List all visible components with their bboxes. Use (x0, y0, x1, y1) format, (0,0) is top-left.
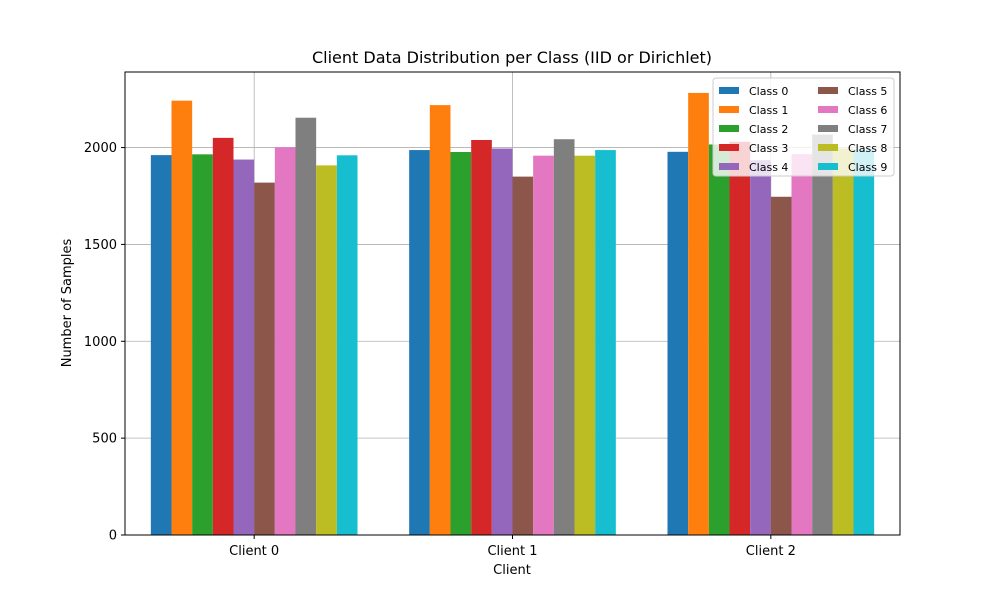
bar-class-4-2 (750, 160, 771, 535)
legend-swatch (818, 144, 838, 151)
x-tick-label: Client 0 (229, 544, 279, 559)
legend-swatch (719, 163, 739, 170)
bar-class-7-1 (553, 139, 575, 536)
bar-class-6-1 (533, 155, 554, 535)
bar-class-7-2 (812, 134, 833, 535)
bar-class-8-2 (832, 148, 854, 535)
bar-class-2-2 (708, 144, 730, 536)
legend-label: Class 0 (749, 85, 788, 98)
legend-label: Class 7 (848, 123, 887, 136)
y-axis-label: Number of Samples (60, 239, 75, 368)
x-tick-label: Client 1 (487, 544, 537, 559)
bar-class-3-0 (212, 137, 234, 536)
bar-class-5-1 (512, 176, 534, 535)
bar-class-3-2 (729, 141, 751, 535)
legend-swatch (719, 144, 739, 151)
bar-class-0-1 (409, 150, 430, 535)
bar-class-9-1 (595, 150, 616, 535)
x-axis-label: Client (493, 563, 531, 578)
bar-class-6-0 (274, 147, 296, 535)
legend-swatch (818, 106, 838, 113)
legend-label: Class 4 (749, 161, 788, 174)
bar-class-8-0 (316, 165, 337, 536)
bar-class-6-2 (791, 154, 813, 535)
legend-label: Class 9 (848, 161, 887, 174)
legend-swatch (818, 87, 838, 94)
legend-label: Class 2 (749, 123, 788, 136)
bar-class-7-0 (295, 117, 317, 536)
bar-class-3-1 (471, 139, 492, 535)
bar-class-8-1 (574, 155, 596, 535)
legend-swatch (818, 163, 838, 170)
bars-layer (150, 92, 875, 536)
bar-class-5-2 (770, 196, 792, 535)
bar-class-4-1 (491, 148, 513, 535)
bar-class-2-0 (192, 154, 213, 535)
bar-class-9-2 (853, 149, 875, 535)
legend-swatch (719, 125, 739, 132)
bar-class-0-2 (667, 151, 689, 536)
bar-class-1-1 (429, 105, 451, 536)
x-tick-label: Client 2 (746, 544, 796, 559)
bar-class-5-0 (254, 182, 275, 535)
bar-class-1-2 (688, 92, 709, 535)
legend-label: Class 6 (848, 104, 887, 117)
y-tick-label: 1000 (84, 335, 117, 350)
y-tick-label: 1500 (84, 238, 117, 253)
legend-swatch (719, 106, 739, 113)
bar-class-2-1 (450, 152, 472, 536)
bar-class-4-0 (233, 159, 255, 536)
legend-label: Class 5 (848, 85, 887, 98)
y-tick-label: 500 (92, 432, 117, 447)
legend-swatch (818, 125, 838, 132)
legend-swatch (719, 87, 739, 94)
y-tick-label: 2000 (84, 141, 117, 156)
legend-label: Class 3 (749, 142, 788, 155)
legend-label: Class 8 (848, 142, 887, 155)
legend-frame (712, 77, 895, 177)
chart-title: Client Data Distribution per Class (IID … (312, 48, 712, 67)
legend-label: Class 1 (749, 104, 788, 117)
bar-class-9-0 (336, 155, 358, 535)
legend: Class 0 Class 1 Class 2 Class 3 Class 4 Class… (712, 77, 895, 177)
y-tick-label: 0 (109, 529, 117, 544)
bar-class-1-0 (171, 100, 193, 535)
axes-layer: 0 500 1000 1500 2000 Client 0 Client 1 Client 2 (84, 71, 901, 559)
bar-class-0-0 (150, 155, 172, 535)
